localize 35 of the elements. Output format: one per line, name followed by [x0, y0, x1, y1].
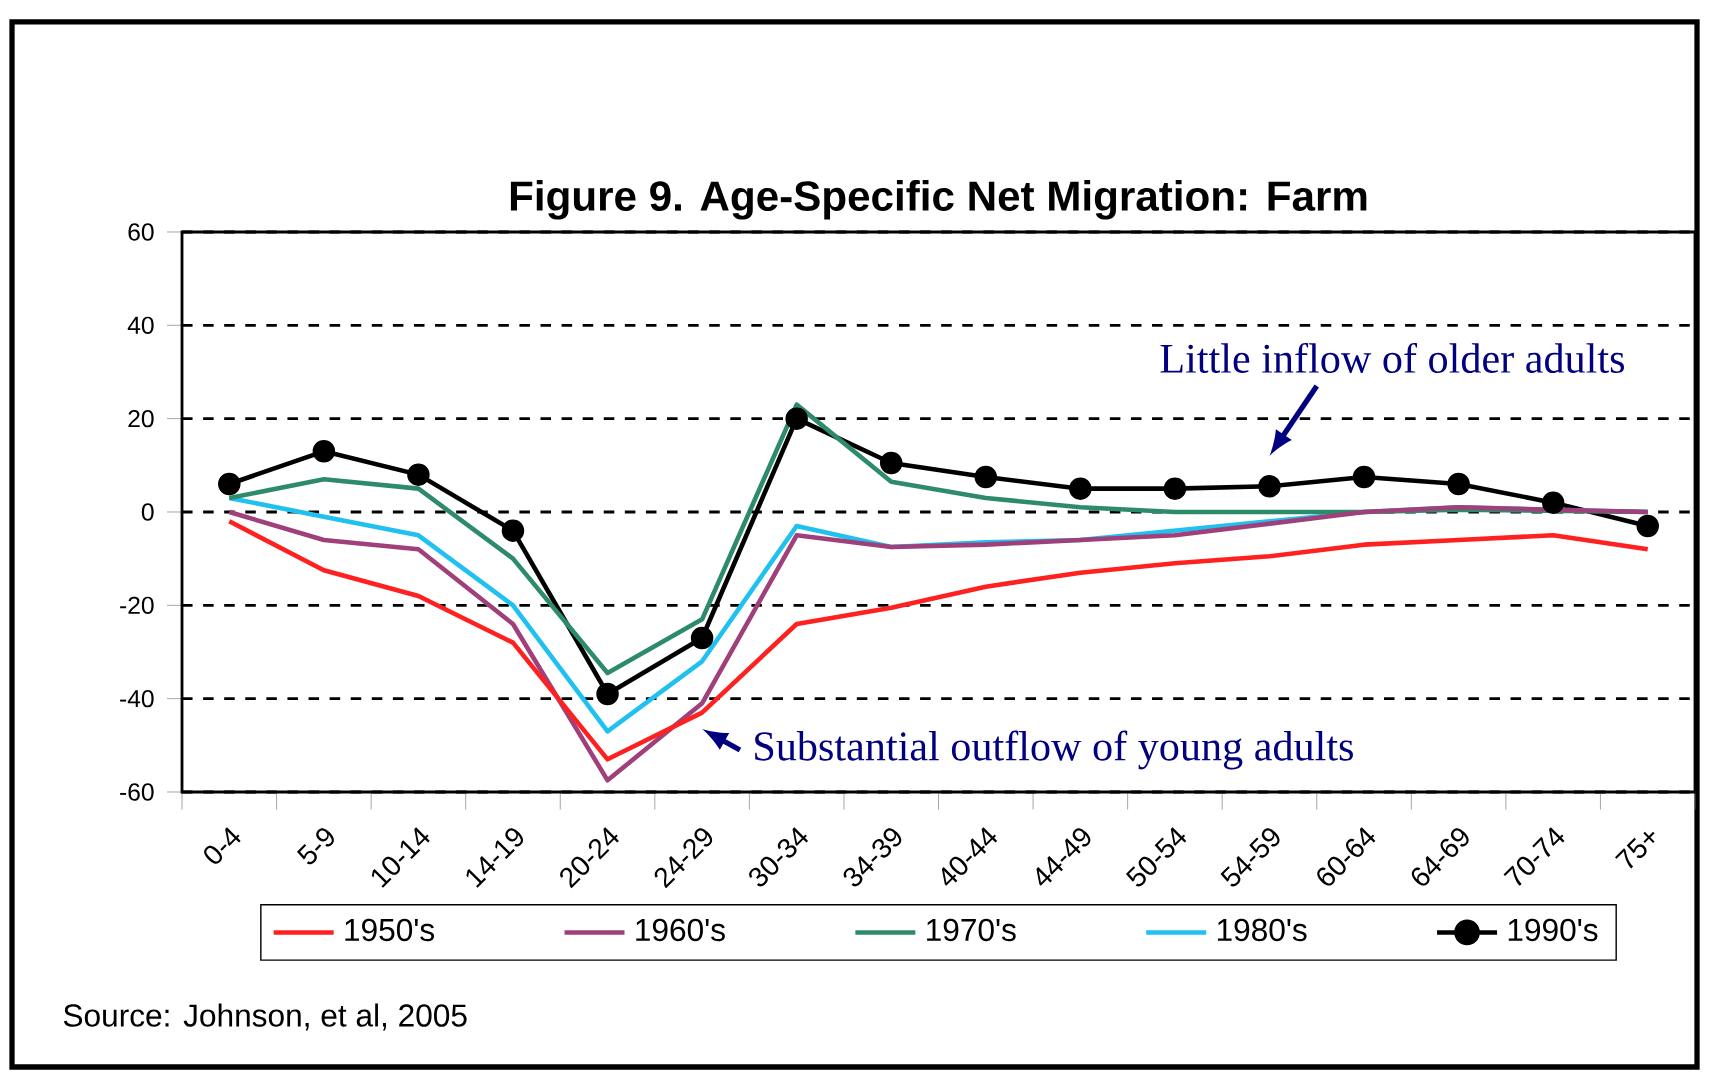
y-tick-label: 0: [141, 503, 154, 521]
point: [1636, 514, 1659, 538]
point: [974, 465, 998, 489]
point: [879, 451, 903, 475]
point: [1069, 477, 1092, 500]
y-tick-label: -60: [120, 783, 154, 801]
point: [218, 472, 241, 496]
legend-label: 1960's: [636, 918, 725, 942]
annotation: Little inflow of older adults: [1160, 342, 1624, 374]
point: [785, 407, 808, 430]
point: [312, 440, 336, 463]
legend-label: 1980's: [1217, 918, 1307, 942]
point: [690, 626, 714, 650]
y-tick-label: 40: [127, 316, 154, 334]
point: [1352, 465, 1376, 489]
point: [501, 519, 525, 542]
annotation: Substantial outflow of young adults: [755, 730, 1353, 770]
point: [596, 682, 619, 706]
y-tick-label: 60: [128, 223, 154, 241]
x-tick-label: 0-4: [204, 827, 241, 864]
point: [407, 463, 430, 486]
point: [1447, 472, 1470, 496]
x-tick-label: 75+: [1615, 831, 1655, 869]
y-tick-label: 20: [128, 409, 154, 428]
chart-title: Figure 9. Age-Specific Net Migration: Farm: [510, 180, 1367, 220]
point: [1163, 477, 1187, 500]
point: [1541, 491, 1565, 514]
source-note: Source: Johnson, et al, 2005: [63, 1003, 467, 1031]
x-tick-label: 5-9: [296, 828, 334, 865]
legend-label: 1970's: [927, 918, 1016, 942]
y-tick-label: -20: [120, 596, 154, 615]
y-tick-label: -40: [120, 689, 154, 708]
legend-label: 1950's: [345, 918, 435, 942]
legend-label: 1990's: [1508, 918, 1598, 942]
point: [1258, 475, 1281, 498]
